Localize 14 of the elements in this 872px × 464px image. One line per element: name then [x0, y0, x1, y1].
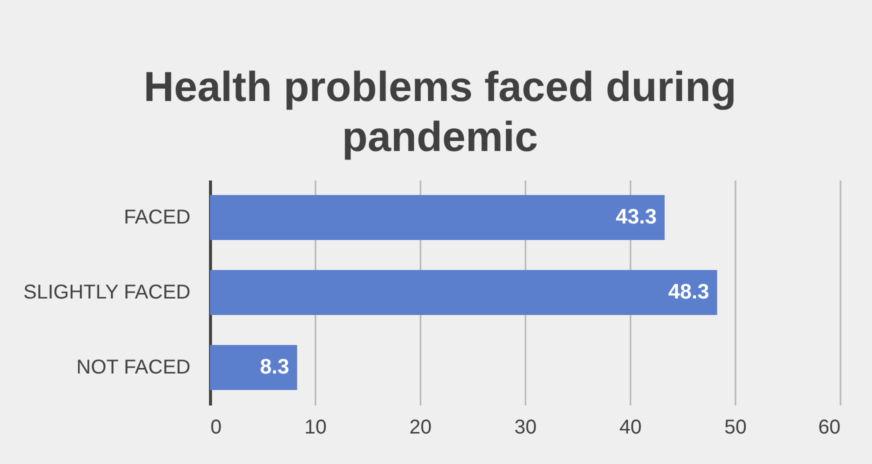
x-tick-label: 30 — [514, 416, 537, 438]
y-tick-label: NOT FACED — [76, 356, 190, 378]
data-label: 8.3 — [260, 356, 290, 378]
x-tick-label: 20 — [409, 416, 432, 438]
x-tick-label: 50 — [724, 416, 747, 438]
x-tick-label: 40 — [619, 416, 642, 438]
x-tick-label: 10 — [304, 416, 327, 438]
x-tick-label: 0 — [210, 416, 222, 438]
data-label: 48.3 — [668, 280, 710, 304]
y-tick-label: FACED — [124, 206, 190, 228]
data-label: 43.3 — [616, 206, 657, 228]
y-tick-label: SLIGHTLY FACED — [23, 282, 190, 304]
x-tick-label: 60 — [818, 416, 840, 438]
chart-title: Health problems faced during pandemic — [144, 63, 736, 160]
